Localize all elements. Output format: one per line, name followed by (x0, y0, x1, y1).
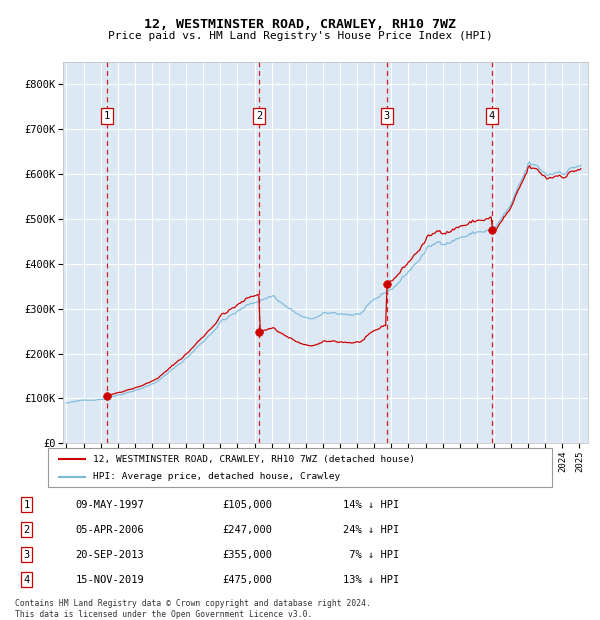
Text: £475,000: £475,000 (222, 575, 272, 585)
Text: 09-MAY-1997: 09-MAY-1997 (76, 500, 144, 510)
Text: 15-NOV-2019: 15-NOV-2019 (76, 575, 144, 585)
Text: £105,000: £105,000 (222, 500, 272, 510)
Text: 3: 3 (23, 549, 29, 560)
Text: 12, WESTMINSTER ROAD, CRAWLEY, RH10 7WZ (detached house): 12, WESTMINSTER ROAD, CRAWLEY, RH10 7WZ … (94, 454, 415, 464)
Text: £355,000: £355,000 (222, 549, 272, 560)
Text: 2: 2 (23, 525, 29, 534)
Text: 05-APR-2006: 05-APR-2006 (76, 525, 144, 534)
Text: 13% ↓ HPI: 13% ↓ HPI (343, 575, 400, 585)
Text: 1: 1 (104, 111, 110, 121)
Text: 3: 3 (383, 111, 389, 121)
Text: 4: 4 (489, 111, 495, 121)
Text: 4: 4 (23, 575, 29, 585)
Text: 2: 2 (256, 111, 262, 121)
Text: 1: 1 (23, 500, 29, 510)
Text: Contains HM Land Registry data © Crown copyright and database right 2024.
This d: Contains HM Land Registry data © Crown c… (15, 600, 371, 619)
Text: Price paid vs. HM Land Registry's House Price Index (HPI): Price paid vs. HM Land Registry's House … (107, 31, 493, 41)
Text: 24% ↓ HPI: 24% ↓ HPI (343, 525, 400, 534)
FancyBboxPatch shape (48, 448, 552, 487)
Text: HPI: Average price, detached house, Crawley: HPI: Average price, detached house, Craw… (94, 472, 341, 481)
Text: 12, WESTMINSTER ROAD, CRAWLEY, RH10 7WZ: 12, WESTMINSTER ROAD, CRAWLEY, RH10 7WZ (144, 19, 456, 31)
Text: 7% ↓ HPI: 7% ↓ HPI (343, 549, 400, 560)
Text: 20-SEP-2013: 20-SEP-2013 (76, 549, 144, 560)
Text: £247,000: £247,000 (222, 525, 272, 534)
Text: 14% ↓ HPI: 14% ↓ HPI (343, 500, 400, 510)
